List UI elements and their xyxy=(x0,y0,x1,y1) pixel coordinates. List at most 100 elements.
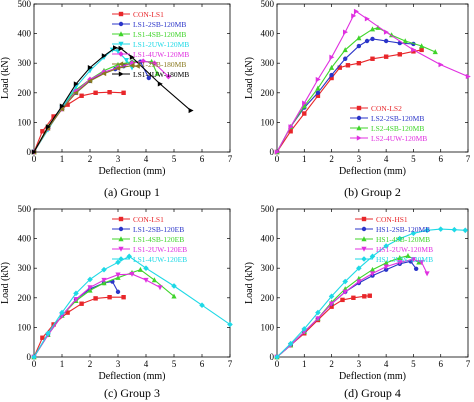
data-point xyxy=(288,124,294,130)
legend-marker xyxy=(118,21,124,27)
data-point xyxy=(369,253,376,260)
legend-entry: CON-LS1 xyxy=(133,215,164,224)
chart-panel-1: 0 1 2 3 4 5 6 7 0 100 200 300 400 500 Deflection (mm) L… xyxy=(0,0,233,199)
data-point xyxy=(73,297,79,303)
data-point xyxy=(301,103,307,109)
data-point xyxy=(73,290,79,297)
plot-frame xyxy=(33,208,231,358)
data-point xyxy=(328,293,335,300)
legend-entry: LS1-4UW-120EB xyxy=(133,255,187,264)
series-con-ls1 xyxy=(31,295,126,360)
data-point xyxy=(342,278,349,285)
x-tick-label: 3 xyxy=(357,359,362,369)
data-point xyxy=(288,129,293,134)
legend: CON-LS1LS1-2SB-120EBLS1-4SB-120EBLS1-2UW… xyxy=(112,215,187,264)
data-point xyxy=(146,75,151,81)
data-point xyxy=(356,265,362,271)
data-point xyxy=(383,267,389,272)
data-point xyxy=(188,107,194,114)
x-axis-label: Deflection (mm) xyxy=(339,371,406,382)
legend-entry: LS1-2SB-120MB xyxy=(133,20,186,29)
panel-caption: (d) Group 4 xyxy=(344,386,401,400)
panel-caption: (a) Group 1 xyxy=(104,185,160,199)
data-point xyxy=(157,285,163,291)
chart-panel-4: 0 1 2 3 4 5 6 7 0 100 200 300 400 500 Deflection (mm) L… xyxy=(244,204,471,400)
series-ls1-2uw-120eb xyxy=(31,271,163,360)
x-tick-label: 1 xyxy=(302,154,307,164)
legend-entry: CON-HS1 xyxy=(376,215,408,224)
x-tick-label: 7 xyxy=(466,359,471,369)
x-tick-label: 6 xyxy=(200,154,205,164)
series-line xyxy=(276,260,417,358)
data-point xyxy=(87,65,93,71)
data-point xyxy=(115,289,121,295)
data-point xyxy=(369,271,376,277)
y-tick-label: 100 xyxy=(18,117,32,127)
x-tick-label: 3 xyxy=(116,154,121,164)
legend-entry: HS1-2UW-120MB xyxy=(376,245,433,254)
legend-marker xyxy=(118,51,124,57)
series-line xyxy=(276,295,370,358)
data-point xyxy=(93,90,98,95)
y-tick-label: 300 xyxy=(261,58,275,68)
legend-entry: HS1-2SB-120MB xyxy=(376,225,430,234)
data-point xyxy=(113,45,118,51)
x-tick-label: 1 xyxy=(302,359,307,369)
data-point xyxy=(171,283,177,289)
data-point xyxy=(432,49,438,55)
x-tick-label: 2 xyxy=(329,154,334,164)
y-tick-label: 300 xyxy=(261,263,275,273)
series-hs1-2sb-120mb xyxy=(274,259,419,360)
legend-marker xyxy=(118,246,124,252)
legend-entry: LS1-2SB-120EB xyxy=(133,225,184,234)
series-line xyxy=(33,61,150,153)
data-point xyxy=(396,235,403,242)
y-tick-label: 300 xyxy=(18,58,32,68)
data-point xyxy=(79,93,84,98)
legend-entry: HS1-3UW-120MB xyxy=(376,255,433,264)
legend-entry: LS2-2SB-120MB xyxy=(371,114,424,123)
data-point xyxy=(370,36,375,42)
data-point xyxy=(402,38,408,44)
series-line xyxy=(276,255,420,358)
data-point xyxy=(419,47,424,53)
data-point xyxy=(356,61,362,66)
legend-marker xyxy=(356,125,362,131)
y-tick-label: 400 xyxy=(261,234,275,244)
x-axis-label: Deflection (mm) xyxy=(339,166,406,177)
x-tick-label: 2 xyxy=(88,359,93,369)
series-line xyxy=(33,296,124,358)
data-point xyxy=(93,296,98,301)
legend-entry: LS1-2SB-180MB xyxy=(133,60,186,69)
legend-marker xyxy=(118,11,124,17)
series-hs1-3uw-120mb xyxy=(274,226,469,360)
data-point xyxy=(199,302,205,308)
legend-entry: LS1-4UW-180MB xyxy=(133,70,189,79)
x-axis-label: Deflection (mm) xyxy=(99,166,166,177)
legend: CON-LS1LS1-2SB-120MBLS1-4SB-120MBLS1-2UW… xyxy=(112,10,189,79)
data-point xyxy=(410,230,417,237)
y-axis-label: Load (kN) xyxy=(0,262,11,304)
data-point xyxy=(154,70,160,76)
data-point xyxy=(87,276,93,283)
data-point xyxy=(315,85,321,91)
data-point xyxy=(343,56,348,61)
data-point xyxy=(375,24,381,30)
data-point xyxy=(227,321,233,328)
data-point xyxy=(151,60,158,66)
data-point xyxy=(118,45,124,51)
legend-entry: LS1-2UW-120EB xyxy=(133,245,187,254)
legend-entry: LS1-4UW-120MB xyxy=(133,50,189,59)
data-point xyxy=(301,326,308,332)
data-point xyxy=(31,354,37,360)
data-point xyxy=(65,310,70,315)
y-tick-label: 500 xyxy=(18,0,32,9)
x-tick-label: 4 xyxy=(144,359,149,369)
data-point xyxy=(87,285,93,291)
legend-entry: HS1-4SB-120MB xyxy=(376,235,430,244)
data-point xyxy=(302,111,307,116)
data-point xyxy=(121,295,126,300)
data-point xyxy=(315,76,321,83)
data-point xyxy=(345,63,351,68)
data-point xyxy=(411,49,416,54)
